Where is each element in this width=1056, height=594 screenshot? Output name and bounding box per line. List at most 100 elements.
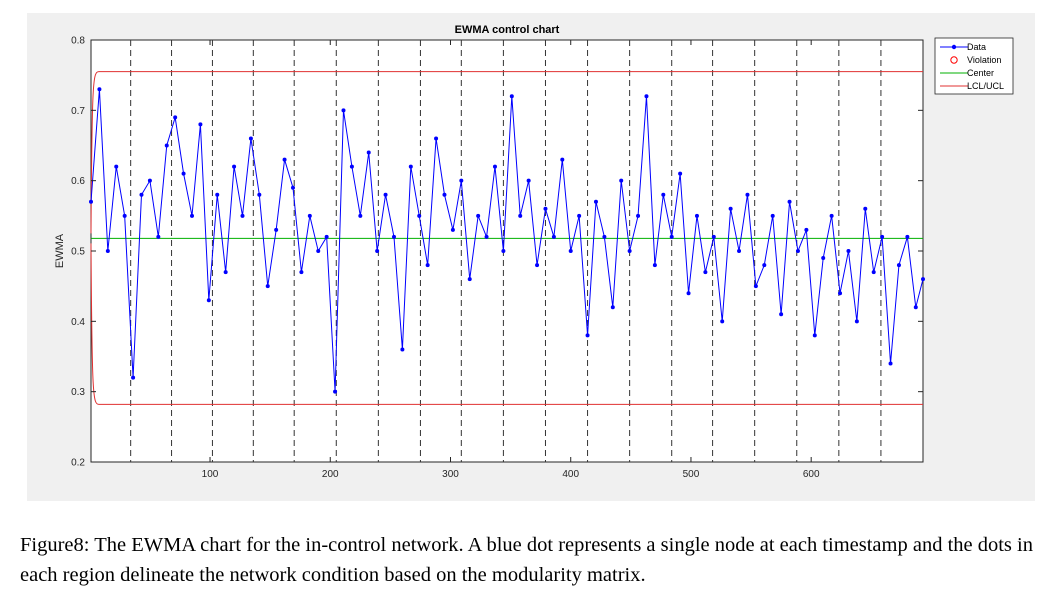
data-point	[518, 213, 523, 218]
ewma-chart: 100 200 300 400 500 6000.20.30.40.50.60.70.8 …	[54, 24, 1014, 480]
data-point	[720, 319, 725, 324]
data-point	[206, 298, 211, 303]
data-point	[568, 249, 573, 253]
data-point	[307, 213, 312, 218]
data-point	[240, 213, 245, 218]
data-point	[593, 199, 598, 204]
data-point	[173, 115, 178, 120]
data-point	[762, 263, 767, 268]
legend-center-label: Center	[967, 68, 994, 78]
axis-ticks: 100 200 300 400 500 600 0.2 0.3 0.4 0.5 0.6 0.7 0.8	[71, 36, 923, 480]
data-point	[290, 185, 295, 190]
data-point	[391, 234, 396, 239]
legend-data-marker	[951, 44, 957, 50]
data-point	[795, 249, 800, 253]
data-point	[846, 249, 851, 253]
x-tick-label: 400	[562, 469, 579, 480]
figure-panel: 100 200 300 400 500 600 0.2 0.3 0.4 0.5 0.6 0.7 0.8 …	[27, 13, 1035, 501]
data-point	[105, 249, 110, 253]
data-point	[265, 284, 270, 289]
data-point	[686, 291, 691, 296]
data-point	[366, 150, 371, 155]
data-point	[905, 234, 910, 239]
data-point	[619, 178, 624, 183]
data-point	[189, 213, 194, 218]
data-point	[921, 277, 925, 282]
data-point	[661, 192, 666, 197]
y-axis-label: EWMA	[54, 233, 66, 268]
data-point	[728, 206, 733, 211]
data-point	[333, 389, 338, 394]
x-tick-label: 100	[202, 469, 219, 480]
data-point	[509, 94, 514, 99]
data-point	[753, 284, 758, 289]
data-point	[375, 249, 380, 253]
data-point	[383, 192, 388, 197]
x-tick-label: 300	[442, 469, 459, 480]
x-tick-label: 500	[683, 469, 700, 480]
data-point	[417, 213, 422, 218]
data-point	[854, 319, 859, 324]
data-point	[484, 234, 489, 239]
legend-limits-label: LCL/UCL	[967, 81, 1004, 91]
data-point	[459, 178, 464, 183]
data-point	[282, 157, 287, 162]
data-point	[467, 277, 472, 282]
data-point	[215, 192, 220, 197]
data-point	[610, 305, 615, 310]
data-point	[627, 249, 632, 253]
y-tick-label: 0.4	[71, 317, 85, 328]
data-point	[888, 361, 893, 366]
data-point	[669, 234, 674, 239]
data-point	[535, 263, 540, 268]
data-point	[122, 213, 127, 218]
data-point	[223, 270, 228, 275]
data-point	[181, 171, 186, 176]
data-point	[838, 291, 843, 296]
data-point	[560, 157, 565, 162]
data-point	[89, 199, 93, 204]
data-point	[299, 270, 304, 275]
data-point	[139, 192, 144, 197]
legend-violation-marker	[950, 56, 958, 64]
data-point	[408, 164, 413, 169]
y-tick-label: 0.7	[71, 106, 85, 117]
data-point	[779, 312, 784, 317]
data-point	[198, 122, 203, 127]
data-point	[829, 213, 834, 218]
data-point	[652, 263, 657, 268]
data-point	[770, 213, 775, 218]
data-point	[551, 234, 556, 239]
legend: Data Violation Center LCL/UCL	[934, 37, 1014, 95]
data-point	[358, 213, 363, 218]
data-point	[131, 375, 136, 380]
data-point	[913, 305, 918, 310]
data-series	[89, 87, 925, 394]
data-point	[711, 234, 716, 239]
y-tick-label: 0.5	[71, 247, 85, 258]
data-point	[871, 270, 876, 275]
legend-violation-label: Violation	[967, 55, 1001, 65]
data-point	[349, 164, 354, 169]
data-point	[324, 234, 329, 239]
data-point	[787, 199, 792, 204]
data-point	[501, 249, 506, 253]
data-point	[147, 178, 152, 183]
data-point	[863, 206, 868, 211]
data-point	[232, 164, 237, 169]
y-tick-label: 0.3	[71, 387, 85, 398]
data-point	[274, 227, 279, 232]
data-point	[156, 234, 161, 239]
data-point	[678, 171, 683, 176]
data-point	[745, 192, 750, 197]
chart-title: EWMA control chart	[455, 24, 560, 36]
data-point	[896, 263, 901, 268]
data-point	[602, 234, 607, 239]
data-point	[97, 87, 102, 92]
y-tick-label: 0.6	[71, 176, 85, 187]
lcl-line	[90, 243, 923, 405]
x-tick-label: 200	[322, 469, 339, 480]
data-point	[577, 213, 582, 218]
y-tick-label: 0.2	[71, 458, 85, 469]
figure-caption: Figure8: The EWMA chart for the in-contr…	[20, 534, 1033, 586]
